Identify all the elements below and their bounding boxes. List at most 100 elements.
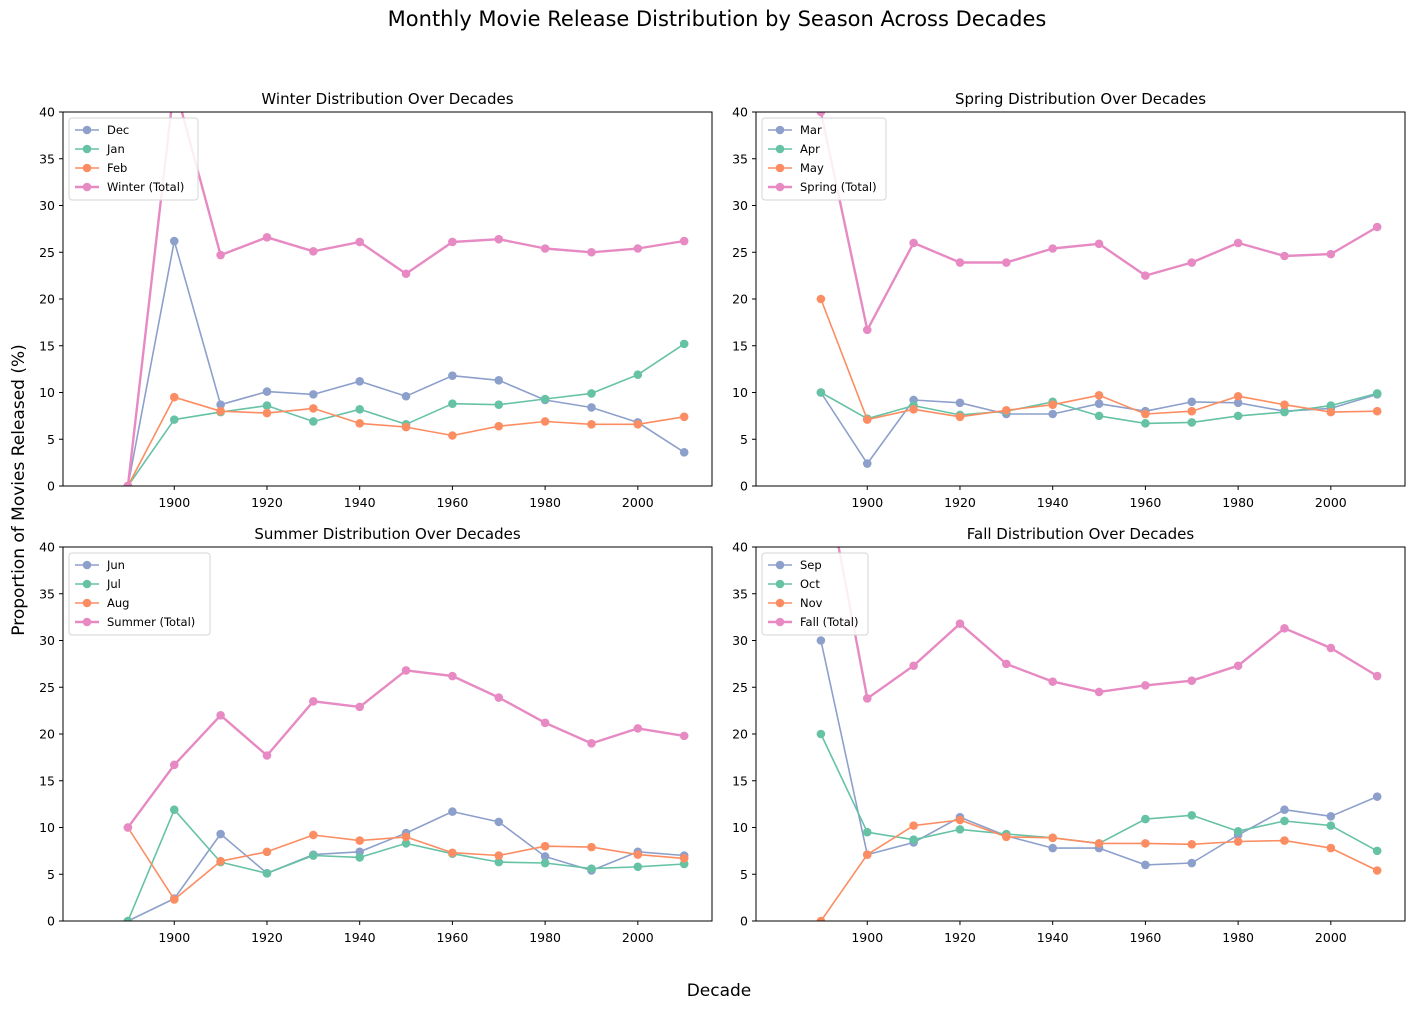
- data-point: [262, 408, 272, 418]
- data-point: [955, 815, 965, 825]
- data-point: [1372, 671, 1382, 681]
- legend: Sep Oct Nov Fall (Total): [761, 552, 869, 636]
- data-point: [1280, 400, 1289, 409]
- data-point: [1233, 398, 1243, 408]
- data-point: [1280, 407, 1289, 417]
- data-point: [1233, 411, 1243, 421]
- data-point: [1094, 411, 1104, 421]
- legend-swatch-marker: [82, 617, 92, 627]
- data-point: [1141, 839, 1150, 848]
- y-tick-label: 20: [39, 292, 55, 307]
- data-point: [1187, 406, 1197, 416]
- data-point: [1094, 391, 1104, 400]
- x-tick-label: 1940: [1037, 495, 1069, 510]
- legend-swatch-marker: [775, 163, 785, 173]
- subplot-3: Fall Distribution Over Decades 0 5 10 15 20 25…: [732, 525, 1406, 945]
- y-tick-label: 10: [39, 820, 55, 835]
- data-point: [355, 237, 364, 247]
- data-point: [216, 829, 225, 839]
- data-point: [862, 415, 872, 424]
- data-point: [309, 696, 318, 706]
- data-point: [633, 850, 643, 859]
- data-point: [1326, 407, 1336, 417]
- legend-swatch-marker: [82, 125, 92, 135]
- data-point: [1048, 677, 1057, 686]
- legend-swatch-marker: [775, 182, 785, 192]
- x-tick-label: 1980: [529, 495, 561, 510]
- data-point: [448, 431, 457, 440]
- data-point: [170, 80, 179, 89]
- data-point: [1372, 222, 1382, 232]
- data-point: [1141, 271, 1150, 280]
- data-point: [1280, 836, 1289, 845]
- data-point: [262, 387, 272, 396]
- data-point: [123, 481, 133, 486]
- x-tick-label: 1960: [1129, 495, 1161, 510]
- legend-label: Fall (Total): [800, 615, 858, 629]
- legend-label: Summer (Total): [107, 615, 195, 629]
- x-axis-label: Decade: [687, 981, 752, 1001]
- y-tick-label: 5: [47, 432, 55, 447]
- legend-swatch-marker: [775, 144, 785, 154]
- data-point: [309, 830, 318, 840]
- data-point: [401, 666, 411, 675]
- data-point: [909, 405, 918, 414]
- y-axis-label: Proportion of Movies Released (%): [9, 344, 29, 636]
- legend-box: [68, 117, 199, 201]
- series-line: [820, 819, 1378, 921]
- data-point: [169, 760, 179, 770]
- subplot-title: Spring Distribution Over Decades: [955, 90, 1206, 108]
- data-point: [679, 854, 689, 863]
- data-point: [123, 916, 133, 921]
- legend-swatch-marker: [82, 163, 92, 173]
- series-line: [819, 112, 1378, 332]
- data-point: [448, 399, 457, 409]
- data-point: [679, 339, 689, 349]
- data-point: [494, 851, 504, 860]
- legend-label: May: [800, 161, 824, 175]
- x-tick-label: 1980: [1222, 930, 1254, 945]
- subplot-2: Summer Distribution Over Decades 0 5 10 15 20…: [39, 525, 713, 945]
- plot-area: [123, 80, 689, 486]
- y-tick-label: 25: [732, 245, 748, 260]
- legend-label: Spring (Total): [800, 180, 877, 194]
- x-tick-label: 1940: [344, 930, 376, 945]
- legend-swatch-marker: [82, 182, 92, 192]
- data-point: [862, 459, 872, 468]
- x-tick-label: 1980: [1222, 495, 1254, 510]
- y-tick-label: 40: [39, 105, 55, 120]
- data-point: [1002, 659, 1011, 669]
- x-tick-label: 1900: [851, 495, 883, 510]
- y-tick-label: 15: [39, 773, 55, 788]
- data-point: [355, 702, 364, 712]
- legend-label: Aug: [107, 596, 129, 610]
- data-point: [587, 842, 596, 852]
- y-tick-label: 25: [39, 680, 55, 695]
- legend-label: Jan: [106, 142, 125, 156]
- data-point: [1280, 251, 1289, 261]
- data-point: [1187, 858, 1197, 868]
- x-tick-label: 1940: [1037, 930, 1069, 945]
- data-point: [1326, 401, 1336, 410]
- data-point: [540, 858, 550, 868]
- legend-label: Dec: [107, 123, 129, 137]
- data-point: [1326, 843, 1336, 853]
- data-point: [909, 238, 918, 248]
- data-point: [448, 807, 457, 816]
- data-point: [1372, 846, 1382, 856]
- y-tick-label: 30: [39, 198, 55, 213]
- data-point: [1187, 397, 1197, 407]
- data-point: [494, 421, 504, 431]
- y-tick-label: 40: [732, 540, 748, 555]
- x-tick-label: 2000: [622, 930, 654, 945]
- axes-frame: [62, 546, 713, 922]
- y-tick-label: 5: [740, 867, 748, 882]
- y-tick-label: 40: [39, 540, 55, 555]
- axes-frame: [755, 111, 1406, 487]
- y-tick-label: 25: [39, 245, 55, 260]
- data-point: [355, 853, 364, 862]
- data-point: [355, 836, 364, 845]
- legend-swatch-marker: [82, 579, 92, 589]
- data-point: [633, 419, 643, 429]
- data-point: [1326, 643, 1336, 653]
